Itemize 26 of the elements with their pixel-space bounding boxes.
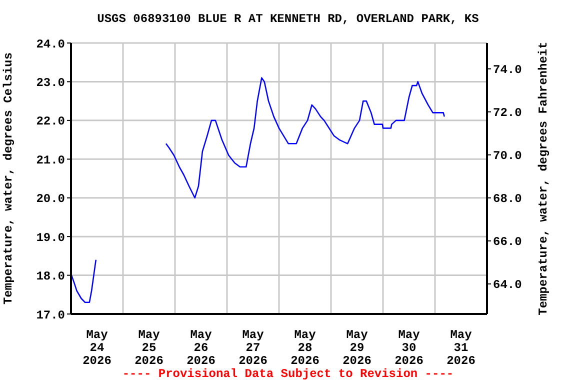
x-tick-label: May 24 2026 — [82, 328, 112, 368]
y-tick-label: 19.0 — [36, 230, 65, 245]
text: ---- Provisional Data Subject to Revision ---- — [121, 367, 455, 381]
x-tick-label: May 26 2026 — [186, 328, 216, 368]
x-tick-label: May 25 2026 — [134, 328, 164, 368]
y2-tick-label: 72.0 — [493, 106, 522, 120]
y-tick-label: 18.0 — [36, 270, 65, 284]
y-tick-label: 22.0 — [36, 114, 65, 129]
y2-tick-label: 64.0 — [493, 278, 522, 292]
y2-tick-label: 70.0 — [493, 149, 522, 164]
y-tick-label: 21.0 — [36, 153, 65, 168]
y2-tick-label: 74.0 — [493, 63, 522, 78]
y2-tick-label: 66.0 — [493, 235, 522, 250]
y-tick-label: 23.0 — [36, 76, 65, 90]
y2-tick-label: 68.0 — [493, 192, 522, 206]
y-axis-title: Temperature, water, degrees Celsius — [1, 52, 16, 305]
x-tick-label: May 29 2026 — [342, 328, 372, 368]
x-tick-label: May 30 2026 — [394, 328, 424, 368]
y-tick-label: 20.0 — [36, 192, 65, 206]
y-tick-label: 17.0 — [36, 308, 65, 322]
y2-axis-title: Temperature, water, degrees Fahrenheit — [536, 42, 550, 316]
chart-title: USGS 06893100 BLUE R AT KENNETH RD, OVERLAND PARK, KS — [96, 12, 480, 26]
y-tick-label: 24.0 — [36, 37, 65, 52]
x-tick-label: May 27 2026 — [238, 328, 268, 368]
x-tick-label: May 31 2026 — [446, 328, 476, 368]
x-tick-label: May 28 2026 — [290, 328, 320, 368]
